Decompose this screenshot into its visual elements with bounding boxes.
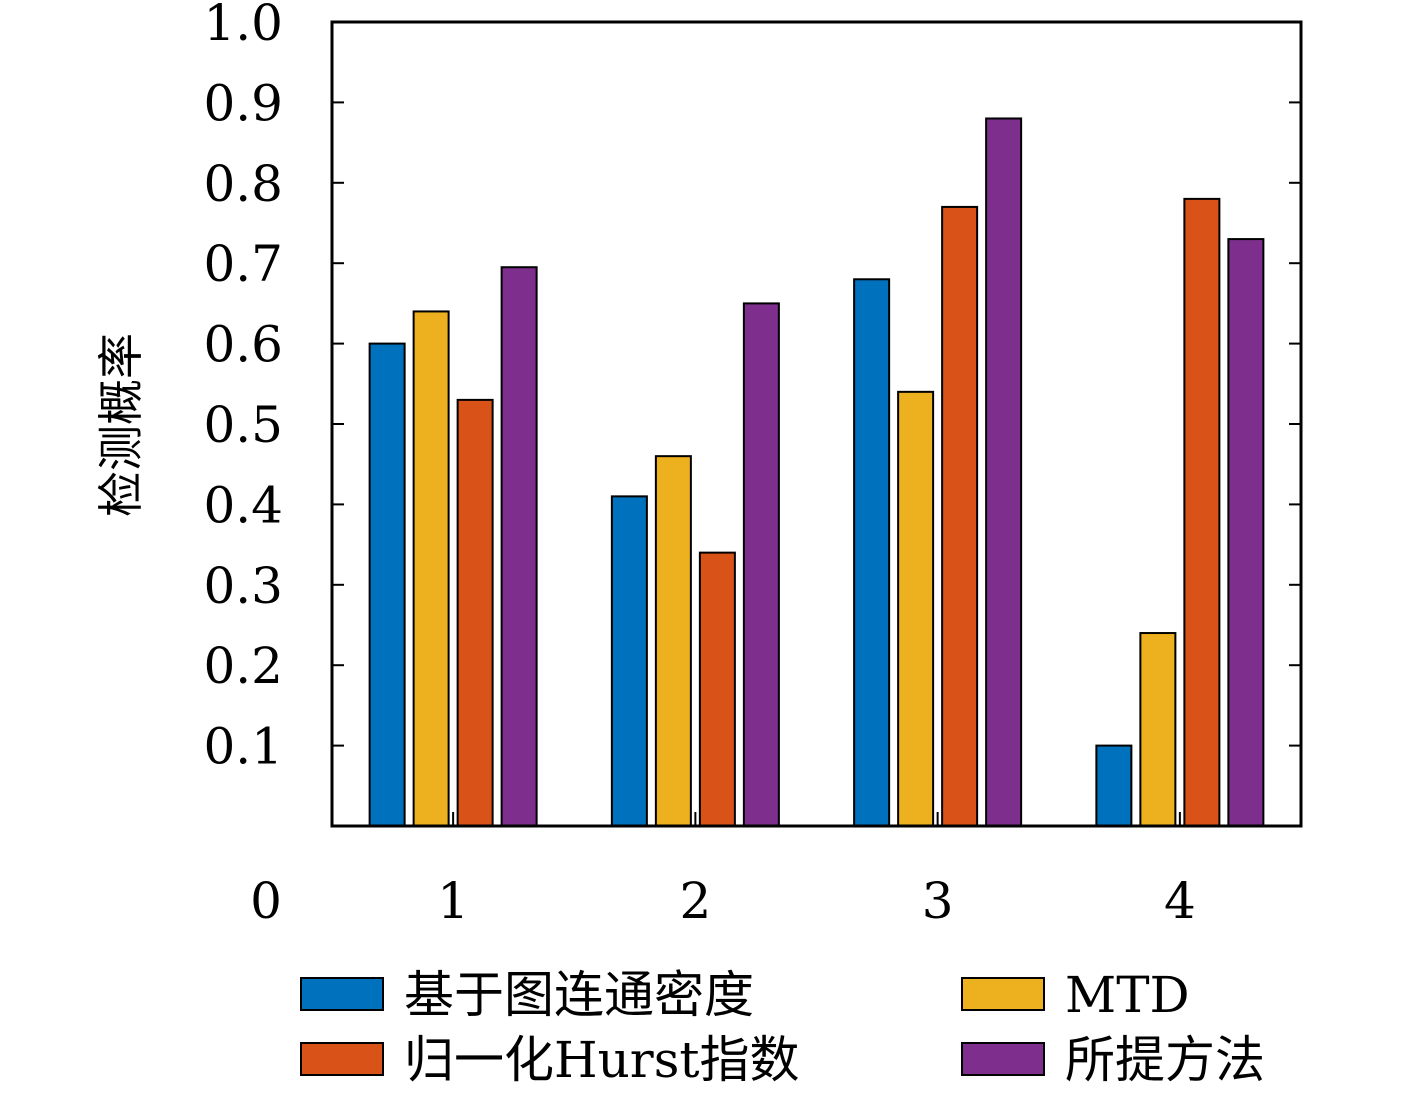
bar-1-4 <box>1095 744 1133 827</box>
x-tick-label: 1 <box>437 872 469 930</box>
bar-3-4 <box>1183 197 1221 827</box>
legend-label-2: MTD <box>1065 966 1190 1024</box>
bar-1-2 <box>610 495 648 827</box>
y-tick-label: 0.9 <box>203 74 283 132</box>
bar-1-1 <box>368 342 406 827</box>
bar-3-2 <box>698 551 736 827</box>
y-tick-label: 0.5 <box>203 396 283 454</box>
y-tick-label: 0.6 <box>203 316 283 374</box>
bar-4-1 <box>500 266 538 828</box>
x-tick-label: 3 <box>922 872 954 930</box>
x-axis-ticks: 1 2 3 4 <box>437 812 1196 930</box>
bar-4-2 <box>742 302 780 827</box>
bars-group <box>368 117 1265 828</box>
bar-2-1 <box>412 310 450 827</box>
legend: 基于图连通密度 MTD 归一化Hurst指数 所提方法 <box>300 966 1265 1089</box>
y-tick-label: 0.4 <box>203 476 283 534</box>
bar-2-2 <box>654 455 692 827</box>
bar-3-1 <box>456 398 494 827</box>
legend-swatch-1 <box>300 977 384 1011</box>
bar-2-4 <box>1139 632 1177 827</box>
bar-4-4 <box>1227 238 1265 827</box>
y-tick-label: 0.7 <box>203 235 283 293</box>
x-tick-label: 4 <box>1164 872 1196 930</box>
y-axis-ticks: 0.1 0.2 0.3 0.4 0.5 0.6 0.7 0.8 0.9 1.0 <box>203 0 1301 776</box>
legend-swatch-2 <box>961 977 1045 1011</box>
y-zero-label: 0 <box>250 872 282 930</box>
y-tick-label: 0.3 <box>203 557 283 615</box>
y-tick-label: 0.1 <box>203 718 283 776</box>
legend-swatch-4 <box>961 1042 1045 1076</box>
bar-1-3 <box>853 278 891 827</box>
bar-2-3 <box>897 390 935 827</box>
y-tick-label: 0.8 <box>203 155 283 213</box>
legend-label-1: 基于图连通密度 <box>404 966 754 1024</box>
legend-label-4: 所提方法 <box>1065 1031 1265 1089</box>
x-tick-label: 2 <box>679 872 711 930</box>
legend-label-3: 归一化Hurst指数 <box>404 1031 799 1089</box>
legend-swatch-3 <box>300 1042 384 1076</box>
y-axis-label: 检测概率 <box>94 333 148 517</box>
y-tick-label: 0.2 <box>203 637 283 695</box>
y-tick-label: 1.0 <box>203 0 283 52</box>
bar-3-3 <box>941 205 979 828</box>
bar-4-3 <box>985 117 1023 828</box>
